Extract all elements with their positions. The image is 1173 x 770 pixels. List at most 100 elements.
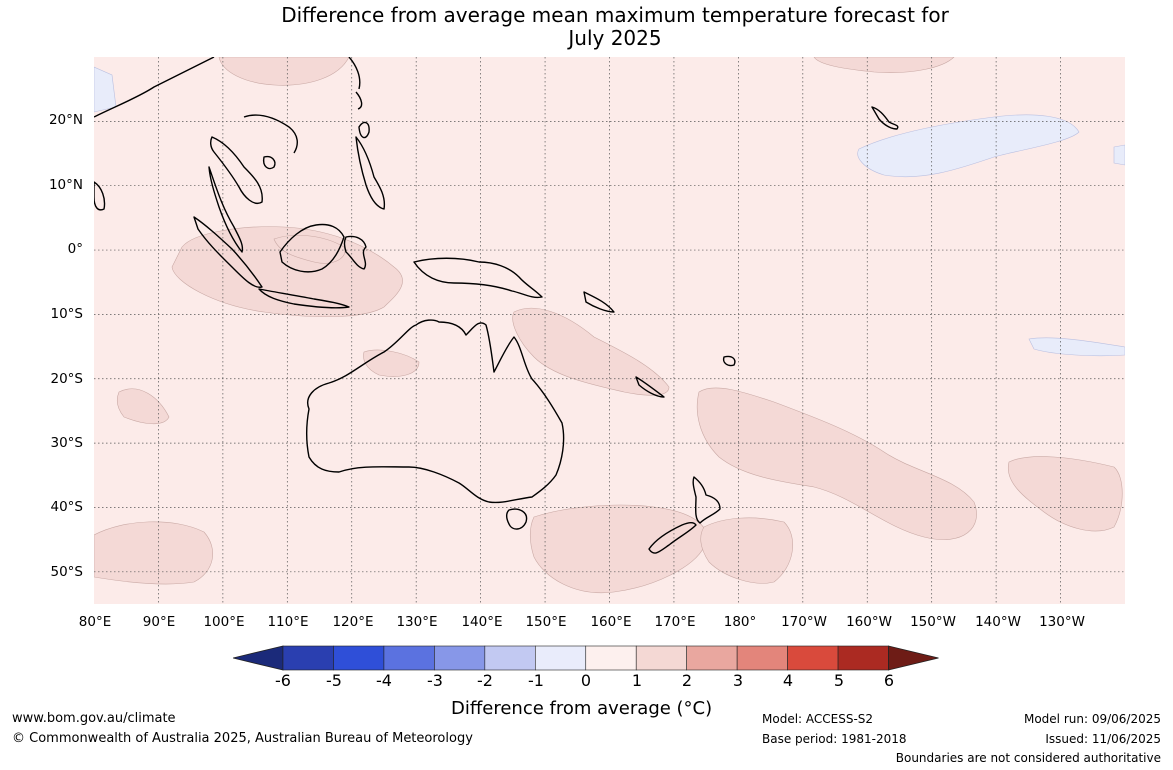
colorbar-tick: -3 [427,671,443,690]
colorbar-title: Difference from average (°C) [451,698,713,719]
warm-patch-south-pacific [696,387,977,540]
lat-label-0: 0° [67,241,83,257]
colorbar-tick: -5 [326,671,342,690]
lon-label-120e: 120°E [332,614,374,630]
lat-label-20n: 20°N [48,112,83,128]
coast-china [94,57,298,154]
colorbar-segment [686,645,738,671]
lon-label-100e: 100°E [203,614,245,630]
lat-label-40s: 40°S [50,499,84,515]
coast-malay-peninsula [208,166,244,253]
colorbar-tick: 5 [833,671,845,690]
colorbar-segment [837,645,889,671]
coast-philippines [355,136,386,210]
warm-patch-se-pacific [1007,456,1123,532]
colorbar-segment [534,645,587,671]
lon-label-150e: 150°E [525,614,567,630]
lon-label-160w: 160°W [846,614,892,630]
graticule [94,57,1125,604]
coast-taiwan [358,121,370,139]
colorbar-arrow-high [888,645,939,671]
colorbar-segment [585,645,637,671]
coast-hainan [262,155,276,170]
warm-patch-indian-ocean [116,388,170,425]
boundary-disclaimer: Boundaries are not considered authoritat… [895,751,1161,765]
coast-new-caledonia [635,376,665,398]
colorbar-segment [736,645,788,671]
cool-anomaly-areas [94,66,1125,357]
colorbar-tick: 0 [580,671,592,690]
lon-label-90e: 90°E [142,614,176,630]
site-url: www.bom.gov.au/climate [12,711,176,726]
lat-label-10s: 10°S [50,306,84,322]
title-line-2: July 2025 [568,26,662,50]
coast-sumatra [193,216,263,288]
lon-label-80e: 80°E [78,614,112,630]
colorbar-tick: 6 [883,671,895,690]
coast-java [258,288,350,309]
coast-sri-lanka [94,181,106,211]
cool-patch-east-pacific [1028,337,1125,357]
lon-label-130w: 130°W [1039,614,1085,630]
model-run-date: Model run: 09/06/2025 [1023,712,1161,726]
colorbar-tick: -4 [376,671,392,690]
colorbar-segment [635,645,687,671]
warm-patch-southern-nz [700,517,793,584]
coast-sulawesi [343,235,367,270]
colorbar-tick: 1 [631,671,643,690]
colorbar-tick: 3 [732,671,744,690]
warm-patch-south-china-sea [273,234,346,264]
warm-patch-north-china [218,57,350,86]
colorbar-tick: -1 [528,671,544,690]
colorbar-segment [383,645,435,671]
colorbar-tick: -6 [275,671,291,690]
colorbar [233,645,939,671]
lon-label-160e: 160°E [590,614,632,630]
colorbar-arrow-low [233,645,284,671]
base-period: Base period: 1981-2018 [762,732,907,746]
warm-patch-nw-australia [363,349,420,377]
colorbar-tick: 2 [681,671,693,690]
coast-indochina [209,136,263,204]
colorbar-tick: -2 [477,671,493,690]
coast-tasmania [506,508,528,530]
issued-date: Issued: 11/06/2025 [1045,732,1161,746]
lon-label-170e: 170°E [654,614,696,630]
coast-nz-north [692,476,721,524]
forecast-map [94,57,1125,604]
colorbar-segment [787,645,839,671]
warm-patch-tasman [529,504,707,594]
lon-label-180: 180° [723,614,757,630]
title-line-1: Difference from average mean maximum tem… [281,3,949,27]
lon-label-150w: 150°W [910,614,956,630]
warm-patch-north-pacific [813,57,955,73]
colorbar-segment [333,645,385,671]
lat-label-50s: 50°S [50,564,84,580]
coastlines [94,57,899,554]
coast-new-guinea [413,257,543,299]
colorbar-segment [484,645,536,671]
lat-label-20s: 20°S [50,371,84,387]
warm-patch-southern-indian [94,521,213,585]
lat-label-30s: 30°S [50,435,84,451]
colorbar-segment [434,645,486,671]
lat-label-10n: 10°N [48,177,83,193]
colorbar-tick: 4 [782,671,794,690]
lon-label-140w: 140°W [975,614,1021,630]
coast-nz-south [648,522,697,554]
warm-anomaly-areas [94,57,1123,594]
copyright: © Commonwealth of Australia 2025, Austra… [12,731,473,746]
colorbar-segment [282,645,334,671]
map-title: Difference from average mean maximum tem… [0,4,1173,50]
coast-hawaii [871,106,899,130]
cool-patch-east-pacific-north [1113,144,1125,166]
coast-solomon [583,291,615,313]
lon-label-110e: 110°E [267,614,309,630]
lon-label-170w: 170°W [781,614,827,630]
coast-fiji [722,355,736,367]
coast-japan [348,57,363,110]
model-name: Model: ACCESS-S2 [762,712,874,726]
coast-australia [306,319,565,504]
coast-borneo [279,223,345,273]
lon-label-140e: 140°E [461,614,503,630]
